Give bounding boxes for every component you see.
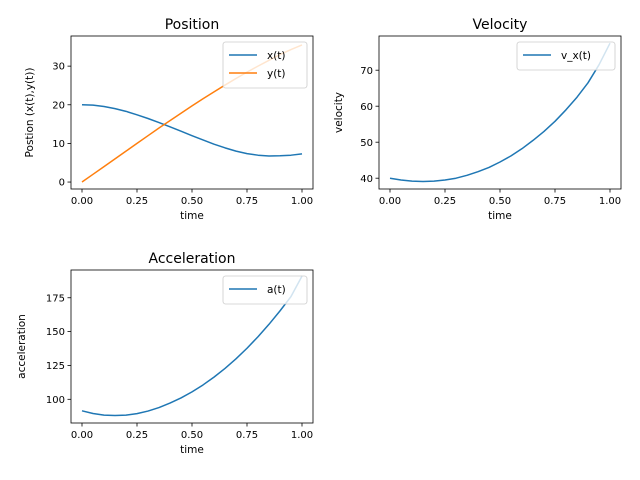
y-tick-label: 100 xyxy=(46,395,65,406)
legend-label: x(t) xyxy=(267,50,286,62)
y-tick-label: 10 xyxy=(52,139,65,150)
legend-label: y(t) xyxy=(267,68,286,80)
y-tick-label: 150 xyxy=(46,327,65,338)
y-tick-label: 50 xyxy=(360,138,373,149)
y-tick-label: 60 xyxy=(360,102,373,113)
y-axis-label: Postion (x(t),y(t)) xyxy=(24,68,36,158)
x-tick-label: 0.00 xyxy=(71,430,93,441)
y-tick-label: 30 xyxy=(52,62,65,73)
x-tick-label: 0.75 xyxy=(236,196,258,207)
y-tick-label: 125 xyxy=(46,361,65,372)
legend-label: v_x(t) xyxy=(561,50,591,62)
y-tick-label: 0 xyxy=(59,178,65,189)
x-tick-label: 0.75 xyxy=(544,196,566,207)
chart-title: Acceleration xyxy=(149,251,236,267)
x-tick-label: 0.50 xyxy=(181,430,203,441)
y-axis-label: velocity xyxy=(333,92,345,133)
subplot-2: 0.00 0.25 0.50 0.75 1.00 40 50 60 70 Velocity time… xyxy=(333,17,622,222)
x-axis-label: time xyxy=(180,444,204,456)
legend: v_x(t) xyxy=(516,41,616,71)
x-tick-label: 0.25 xyxy=(126,196,148,207)
x-tick-label: 0.00 xyxy=(379,196,401,207)
y-tick-label: 40 xyxy=(360,174,373,185)
chart-title: Position xyxy=(165,17,220,33)
legend-box xyxy=(222,41,308,89)
series-line-a(t) xyxy=(81,275,303,417)
subplot-3: 0.00 0.25 0.50 0.75 1.00 100 125 150 175 Accelera… xyxy=(16,251,314,456)
series-line-x(t) xyxy=(81,104,303,157)
legend-box xyxy=(516,41,616,71)
legend-box xyxy=(222,275,308,305)
subplot-1: 0.00 0.25 0.50 0.75 1.00 0 10 20 30 Position time P… xyxy=(24,17,314,222)
y-tick-label: 20 xyxy=(52,100,65,111)
x-tick-label: 1.00 xyxy=(599,196,621,207)
y-tick-label: 175 xyxy=(46,293,65,304)
x-tick-label: 0.00 xyxy=(71,196,93,207)
x-tick-label: 1.00 xyxy=(291,196,313,207)
x-tick-label: 0.50 xyxy=(181,196,203,207)
series-line-v_x(t) xyxy=(389,42,611,183)
chart-title: Velocity xyxy=(473,17,528,33)
x-tick-label: 0.25 xyxy=(434,196,456,207)
legend: a(t) xyxy=(222,275,308,305)
x-tick-label: 0.25 xyxy=(126,430,148,441)
y-axis-label: acceleration xyxy=(16,314,28,379)
x-tick-label: 1.00 xyxy=(291,430,313,441)
legend: x(t) y(t) xyxy=(222,41,308,89)
y-tick-label: 70 xyxy=(360,66,373,77)
x-axis-label: time xyxy=(180,210,204,222)
legend-label: a(t) xyxy=(267,284,286,296)
x-tick-label: 0.75 xyxy=(236,430,258,441)
x-axis-label: time xyxy=(488,210,512,222)
x-tick-label: 0.50 xyxy=(489,196,511,207)
